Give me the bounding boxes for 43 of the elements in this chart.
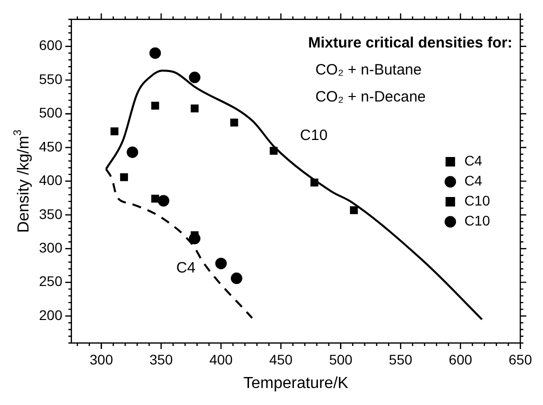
point [149, 47, 161, 59]
annotation: C10 [300, 127, 328, 144]
annotation: CO₂ + n-Decane [315, 88, 426, 106]
point [126, 146, 138, 158]
point [230, 272, 242, 284]
point [120, 173, 128, 182]
point [151, 194, 160, 203]
point [158, 195, 170, 206]
x-tick-label: 550 [388, 351, 412, 368]
point [110, 127, 118, 136]
x-tick-label: 350 [149, 351, 174, 368]
point [270, 146, 278, 155]
annotation: Mixture critical densities for: [308, 34, 512, 52]
y-tick-label: 250 [39, 273, 63, 290]
y-tick-label: 550 [39, 70, 63, 87]
y-tick-label: 400 [39, 172, 63, 188]
annotation: CO₂ + n-Butane [315, 61, 422, 78]
y-tick-label: 350 [39, 206, 63, 222]
y-tick-label: 500 [39, 104, 63, 121]
x-tick-label: 600 [448, 351, 472, 368]
y-tick-label: 450 [39, 138, 63, 154]
point [188, 72, 200, 84]
y-tick-label: 600 [39, 37, 63, 54]
y-tick-label: 300 [39, 239, 63, 256]
y-axis-title: Density /kg/m3 [12, 130, 32, 233]
annotation: C4 [176, 260, 196, 277]
x-tick-label: 300 [90, 351, 114, 368]
legend-label: C10 [464, 192, 490, 209]
point [151, 102, 160, 110]
x-tick-label: 450 [269, 351, 293, 368]
point [230, 118, 238, 126]
point [310, 178, 318, 186]
x-tick-label: 400 [209, 351, 233, 368]
point [215, 258, 227, 270]
x-tick-label: 500 [329, 351, 353, 368]
legend-label: C4 [464, 172, 482, 189]
point [350, 206, 358, 214]
point [190, 104, 199, 112]
x-axis-title: Temperature/K [243, 374, 349, 392]
legend-label: C4 [464, 152, 482, 169]
y-tick-label: 200 [39, 306, 63, 323]
legend-label: C10 [464, 212, 490, 229]
x-tick-label: 650 [508, 351, 532, 368]
